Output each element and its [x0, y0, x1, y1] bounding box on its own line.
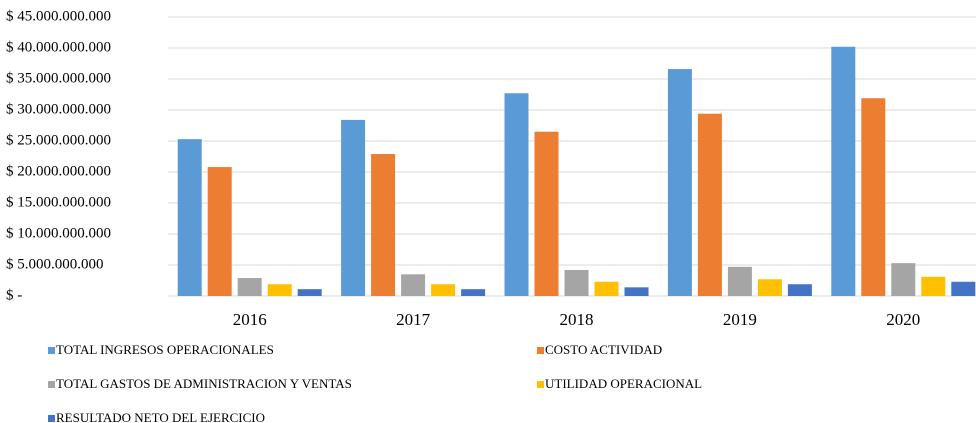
y-tick-label: $ 35.000.000.000	[6, 70, 111, 86]
legend-label: UTILIDAD OPERACIONAL	[545, 376, 702, 391]
y-tick-label: $ -	[6, 287, 22, 303]
bar	[727, 266, 752, 296]
y-tick-label: $ 45.000.000.000	[6, 8, 111, 24]
legend-label: RESULTADO NETO DEL EJERCICIO	[56, 410, 265, 423]
x-tick-label: 2018	[560, 310, 594, 329]
bar	[504, 93, 529, 296]
bar	[831, 46, 856, 297]
x-tick-label: 2019	[723, 310, 757, 329]
legend-swatch	[48, 381, 55, 388]
bar	[534, 131, 559, 296]
bar	[594, 281, 619, 296]
bar	[624, 287, 649, 296]
bar	[667, 69, 692, 296]
bar	[921, 276, 946, 296]
bar	[341, 119, 366, 296]
bar	[891, 263, 916, 296]
bar	[297, 289, 322, 296]
y-tick-label: $ 10.000.000.000	[6, 225, 111, 241]
bar	[951, 281, 976, 296]
y-tick-label: $ 5.000.000.000	[6, 256, 104, 272]
bar	[371, 154, 396, 296]
bar	[207, 167, 232, 296]
legend-swatch	[537, 381, 544, 388]
legend-label: COSTO ACTIVIDAD	[545, 342, 662, 357]
y-tick-label: $ 30.000.000.000	[6, 101, 111, 117]
bar	[461, 289, 486, 296]
x-tick-label: 2016	[233, 310, 267, 329]
bar	[237, 278, 262, 296]
y-tick-label: $ 40.000.000.000	[6, 39, 111, 55]
legend-label: TOTAL INGRESOS OPERACIONALES	[56, 342, 274, 357]
legend-swatch	[48, 415, 55, 422]
x-tick-label: 2017	[396, 310, 431, 329]
legend-label: TOTAL GASTOS DE ADMINISTRACION Y VENTAS	[56, 376, 352, 391]
bar	[697, 113, 722, 296]
bar	[401, 274, 426, 296]
legend-swatch	[537, 347, 544, 354]
y-tick-label: $ 15.000.000.000	[6, 194, 111, 210]
legend-swatch	[48, 347, 55, 354]
bar	[267, 284, 292, 296]
bar	[757, 279, 782, 296]
bar	[861, 98, 886, 296]
y-tick-label: $ 25.000.000.000	[6, 132, 111, 148]
bar	[564, 269, 589, 296]
bar	[177, 139, 202, 296]
bar	[431, 284, 456, 296]
x-tick-label: 2020	[886, 310, 920, 329]
bar	[787, 284, 812, 296]
y-tick-label: $ 20.000.000.000	[6, 163, 111, 179]
